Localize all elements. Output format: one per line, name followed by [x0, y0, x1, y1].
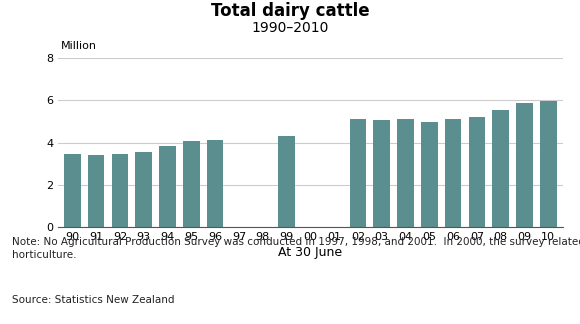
- Bar: [445, 120, 462, 227]
- Bar: [374, 121, 390, 227]
- Bar: [278, 136, 295, 227]
- Text: 1990–2010: 1990–2010: [251, 21, 329, 35]
- Bar: [421, 122, 438, 227]
- Text: Note: No Agricultural Production Survey was conducted in 1997, 1998, and 2001.  : Note: No Agricultural Production Survey …: [12, 237, 580, 260]
- Bar: [397, 119, 414, 227]
- Bar: [111, 154, 128, 227]
- Bar: [183, 141, 200, 227]
- Bar: [540, 101, 557, 227]
- Text: Million: Million: [60, 41, 96, 51]
- X-axis label: At 30 June: At 30 June: [278, 246, 342, 259]
- Bar: [206, 140, 223, 227]
- Bar: [492, 110, 509, 227]
- Bar: [469, 117, 485, 227]
- Bar: [516, 102, 533, 227]
- Bar: [64, 154, 81, 227]
- Text: Source: Statistics New Zealand: Source: Statistics New Zealand: [12, 295, 174, 305]
- Bar: [88, 155, 104, 227]
- Text: Total dairy cattle: Total dairy cattle: [211, 2, 369, 20]
- Bar: [135, 152, 152, 227]
- Bar: [350, 119, 366, 227]
- Bar: [159, 146, 176, 227]
